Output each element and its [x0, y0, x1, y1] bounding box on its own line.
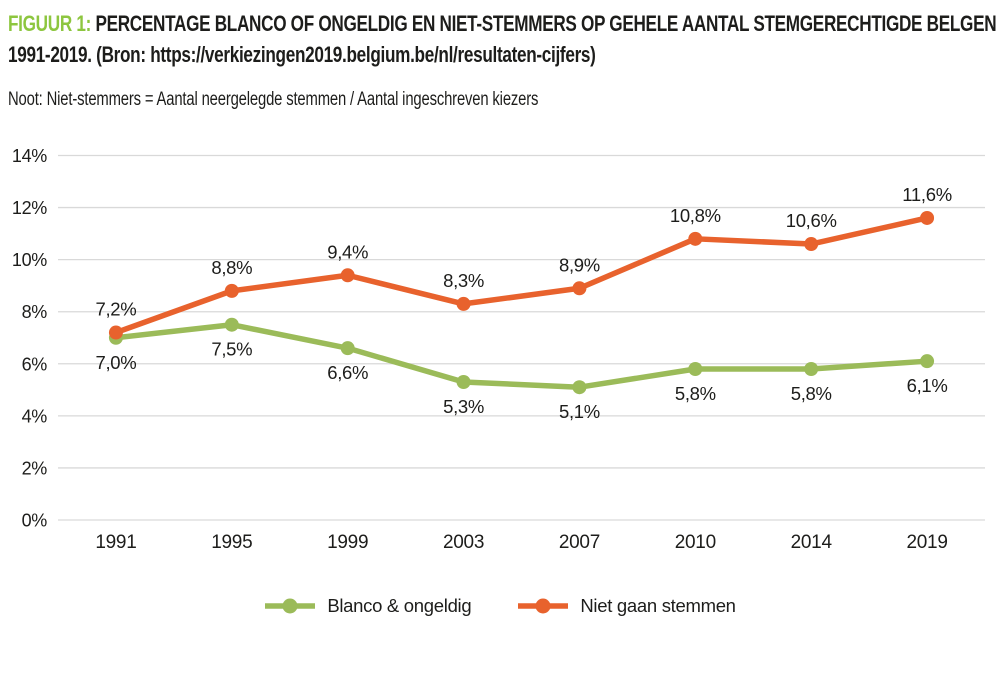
- data-point-marker: [920, 354, 935, 369]
- chart-legend: Blanco & ongeldig Niet gaan stemmen: [0, 595, 1000, 617]
- x-tick-label: 2003: [443, 532, 484, 553]
- data-label: 7,5%: [211, 339, 252, 360]
- data-point-marker: [108, 325, 123, 340]
- line-chart: 0% 2% 4% 6% 8% 10% 12% 14% 1991 1995 1999 2003 2007 2…: [12, 146, 985, 553]
- data-point-marker: [340, 268, 355, 283]
- data-point-marker: [804, 237, 819, 252]
- data-point-marker: [572, 281, 587, 296]
- data-label: 8,3%: [443, 270, 484, 291]
- data-point-marker: [804, 361, 819, 376]
- data-label: 8,8%: [211, 257, 252, 278]
- data-label: 5,1%: [559, 401, 600, 422]
- legend-item: Blanco & ongeldig: [264, 595, 472, 617]
- x-tick-label: 2014: [791, 532, 833, 553]
- x-tick-label: 2010: [675, 532, 716, 553]
- y-tick-label: 12%: [12, 198, 47, 218]
- x-tick-label: 2019: [907, 532, 948, 553]
- x-tick-label: 2007: [559, 532, 600, 553]
- y-tick-label: 4%: [22, 406, 48, 426]
- data-label: 8,9%: [559, 254, 600, 275]
- data-point-marker: [456, 375, 471, 390]
- data-label: 9,4%: [327, 241, 368, 262]
- legend-swatch-dot: [282, 598, 298, 614]
- data-label: 6,6%: [327, 362, 368, 383]
- x-tick-label: 1999: [327, 532, 368, 553]
- data-point-marker: [224, 317, 239, 332]
- data-point-marker: [920, 210, 935, 225]
- figure-title-text: PERCENTAGE BLANCO OF ONGELDIG EN NIET-ST…: [8, 11, 997, 67]
- data-label: 11,6%: [902, 184, 952, 205]
- y-tick-label: 2%: [22, 458, 48, 478]
- legend-line-marker-icon: [518, 598, 569, 614]
- data-label: 5,8%: [675, 383, 716, 404]
- legend-swatch-dot: [535, 598, 551, 614]
- data-point-marker: [456, 296, 471, 311]
- figure-page: FIGUUR 1: PERCENTAGE BLANCO OF ONGELDIG …: [0, 8, 1000, 617]
- figure-header: FIGUUR 1: PERCENTAGE BLANCO OF ONGELDIG …: [8, 8, 1000, 111]
- data-label: 7,0%: [95, 352, 136, 373]
- y-tick-label: 14%: [12, 146, 47, 166]
- series-line: [113, 215, 930, 336]
- data-label: 7,2%: [95, 299, 136, 320]
- y-tick-label: 0%: [22, 511, 48, 531]
- legend-item: Niet gaan stemmen: [517, 595, 736, 617]
- data-point-marker: [688, 361, 703, 376]
- figure-note: Noot: Niet-stemmers = Aantal neergelegde…: [8, 89, 539, 110]
- data-label: 5,8%: [791, 383, 832, 404]
- data-label: 6,1%: [907, 375, 948, 396]
- series-line: [113, 321, 930, 390]
- legend-line-marker-icon: [265, 598, 316, 614]
- y-tick-label: 8%: [22, 302, 48, 322]
- data-label: 10,6%: [786, 210, 837, 231]
- x-tick-label: 1991: [95, 532, 136, 553]
- x-tick-label: 1995: [211, 532, 252, 553]
- legend-label: Blanco & ongeldig: [327, 595, 472, 616]
- data-label: 5,3%: [443, 396, 484, 417]
- data-label: 10,8%: [670, 205, 721, 226]
- legend-label: Niet gaan stemmen: [580, 595, 736, 616]
- y-tick-label: 10%: [12, 250, 47, 270]
- y-tick-label: 6%: [22, 354, 48, 374]
- data-point-marker: [688, 231, 703, 246]
- data-point-marker: [572, 380, 587, 395]
- data-point-marker: [224, 283, 239, 298]
- figure-title: FIGUUR 1: PERCENTAGE BLANCO OF ONGELDIG …: [8, 8, 1000, 70]
- data-point-marker: [340, 341, 355, 356]
- figure-number-label: FIGUUR 1:: [8, 11, 91, 36]
